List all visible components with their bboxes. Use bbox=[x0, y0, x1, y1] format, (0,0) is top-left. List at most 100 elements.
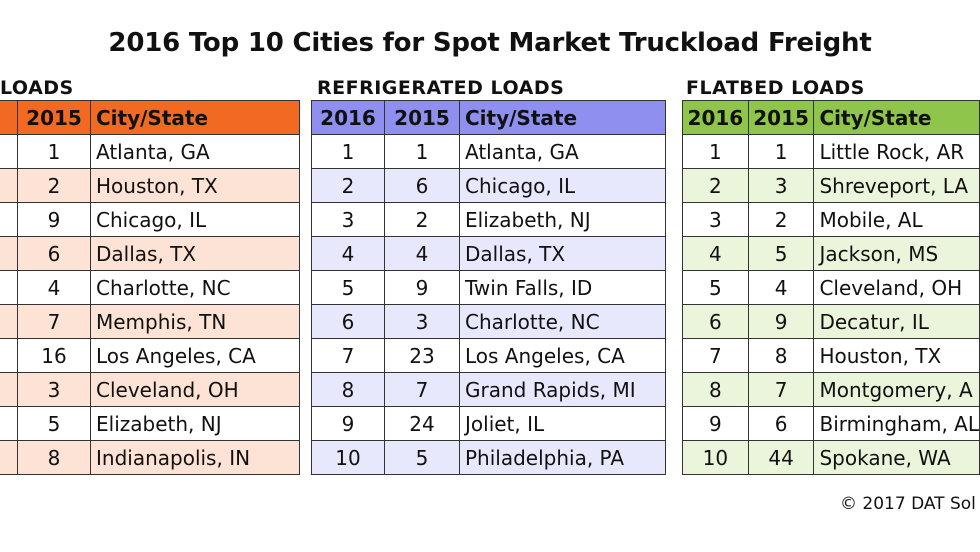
rank-2015-cell: 5 bbox=[17, 406, 91, 441]
rank-2016-cell: 8 bbox=[311, 372, 385, 407]
rank-2016-cell: 7 bbox=[311, 338, 385, 373]
city-state-cell: Mobile, AL bbox=[813, 202, 980, 237]
table-header-row: 2016 2015 City/State bbox=[682, 100, 980, 135]
table-row: 5 9 Twin Falls, ID bbox=[311, 270, 666, 305]
col-header-2015: 2015 bbox=[747, 100, 815, 135]
city-state-cell: Philadelphia, PA bbox=[459, 440, 666, 475]
rank-2016-cell: 10 bbox=[311, 440, 385, 475]
rank-2016-cell bbox=[0, 304, 18, 339]
rank-2016-cell: 5 bbox=[311, 270, 385, 305]
rank-2016-cell: 1 bbox=[682, 134, 749, 169]
rank-2015-cell: 9 bbox=[384, 270, 460, 305]
rank-2016-cell: 9 bbox=[311, 406, 385, 441]
city-state-cell: Los Angeles, CA bbox=[459, 338, 666, 373]
city-state-cell: Atlanta, GA bbox=[459, 134, 666, 169]
rank-2015-cell: 1 bbox=[747, 134, 815, 169]
col-header-2016: 2016 bbox=[311, 100, 385, 135]
table-row: 9 Chicago, IL bbox=[0, 202, 300, 237]
table-row: 1 1 Atlanta, GA bbox=[311, 134, 666, 169]
table-header-row: 2016 2015 City/State bbox=[311, 100, 666, 135]
city-state-cell: Atlanta, GA bbox=[90, 134, 300, 169]
table-row: 8 7 Montgomery, A bbox=[682, 372, 980, 407]
rank-2015-cell: 4 bbox=[747, 270, 815, 305]
city-state-cell: Shreveport, LA bbox=[813, 168, 980, 203]
table-row: 2 3 Shreveport, LA bbox=[682, 168, 980, 203]
table-row: 6 Dallas, TX bbox=[0, 236, 300, 271]
rank-2015-cell: 7 bbox=[384, 372, 460, 407]
city-state-cell: Jackson, MS bbox=[813, 236, 980, 271]
flatbed-table: 2016 2015 City/State 1 1 Little Rock, AR 2 3… bbox=[682, 100, 980, 475]
city-state-cell: Cleveland, OH bbox=[90, 372, 300, 407]
rank-2015-cell: 8 bbox=[747, 338, 815, 373]
city-state-cell: Houston, TX bbox=[813, 338, 980, 373]
rank-2015-cell: 4 bbox=[17, 270, 91, 305]
rank-2015-cell: 5 bbox=[384, 440, 460, 475]
rank-2016-cell: 6 bbox=[682, 304, 749, 339]
city-state-cell: Decatur, IL bbox=[813, 304, 980, 339]
rank-2015-cell: 44 bbox=[747, 440, 815, 475]
rank-2016-cell: 4 bbox=[682, 236, 749, 271]
rank-2016-cell: 2 bbox=[311, 168, 385, 203]
table-row: 1 1 Little Rock, AR bbox=[682, 134, 980, 169]
table-row: 2 6 Chicago, IL bbox=[311, 168, 666, 203]
flatbed-label: FLATBED LOADS bbox=[686, 77, 865, 99]
table-row: 7 Memphis, TN bbox=[0, 304, 300, 339]
city-state-cell: Chicago, IL bbox=[459, 168, 666, 203]
city-state-cell: Chicago, IL bbox=[90, 202, 300, 237]
rank-2016-cell: 4 bbox=[311, 236, 385, 271]
copyright-credit: © 2017 DAT Sol bbox=[840, 494, 976, 514]
rank-2016-cell: 3 bbox=[311, 202, 385, 237]
col-header-city: City/State bbox=[459, 100, 666, 135]
flatbed-section: FLATBED LOADS 2016 2015 City/State 1 1 Lit… bbox=[682, 76, 980, 475]
rank-2016-cell: 6 bbox=[311, 304, 385, 339]
rank-2015-cell: 9 bbox=[17, 202, 91, 237]
city-state-cell: Little Rock, AR bbox=[813, 134, 980, 169]
rank-2016-cell: 1 bbox=[311, 134, 385, 169]
city-state-cell: Montgomery, A bbox=[813, 372, 980, 407]
rank-2015-cell: 23 bbox=[384, 338, 460, 373]
rank-2015-cell: 2 bbox=[747, 202, 815, 237]
table-row: 3 2 Elizabeth, NJ bbox=[311, 202, 666, 237]
table-row: 9 24 Joliet, IL bbox=[311, 406, 666, 441]
table-row: 5 4 Cleveland, OH bbox=[682, 270, 980, 305]
rank-2015-cell: 1 bbox=[17, 134, 91, 169]
city-state-cell: Dallas, TX bbox=[459, 236, 666, 271]
table-row: 5 Elizabeth, NJ bbox=[0, 406, 300, 441]
dry-van-rows: 1 Atlanta, GA 2 Houston, TX 9 Chicago, IL 6 Dal… bbox=[0, 134, 300, 475]
city-state-cell: Elizabeth, NJ bbox=[459, 202, 666, 237]
rank-2015-cell: 8 bbox=[17, 440, 91, 475]
rank-2016-cell bbox=[0, 270, 18, 305]
flatbed-rows: 1 1 Little Rock, AR 2 3 Shreveport, LA 3 2 Mobil… bbox=[682, 134, 980, 475]
city-state-cell: Indianapolis, IN bbox=[90, 440, 300, 475]
col-header-2015: 2015 bbox=[384, 100, 460, 135]
rank-2016-cell bbox=[0, 202, 18, 237]
rank-2015-cell: 7 bbox=[17, 304, 91, 339]
table-row: 1 Atlanta, GA bbox=[0, 134, 300, 169]
rank-2015-cell: 6 bbox=[384, 168, 460, 203]
table-row: 7 23 Los Angeles, CA bbox=[311, 338, 666, 373]
table-row: 10 44 Spokane, WA bbox=[682, 440, 980, 475]
rank-2015-cell: 3 bbox=[747, 168, 815, 203]
refrigerated-rows: 1 1 Atlanta, GA 2 6 Chicago, IL 3 2 Elizabeth, N… bbox=[311, 134, 666, 475]
rank-2015-cell: 3 bbox=[384, 304, 460, 339]
rank-2015-cell: 6 bbox=[17, 236, 91, 271]
table-row: 6 3 Charlotte, NC bbox=[311, 304, 666, 339]
table-header-row: 6 2015 City/State bbox=[0, 100, 300, 135]
rank-2016-cell bbox=[0, 236, 18, 271]
city-state-cell: Elizabeth, NJ bbox=[90, 406, 300, 441]
table-row: 8 Indianapolis, IN bbox=[0, 440, 300, 475]
table-row: 6 9 Decatur, IL bbox=[682, 304, 980, 339]
rank-2015-cell: 24 bbox=[384, 406, 460, 441]
rank-2016-cell: 3 bbox=[682, 202, 749, 237]
col-header-city: City/State bbox=[813, 100, 980, 135]
refrigerated-table: 2016 2015 City/State 1 1 Atlanta, GA 2 6 Chic… bbox=[311, 100, 666, 475]
rank-2016-cell: 2 bbox=[682, 168, 749, 203]
city-state-cell: Los Angeles, CA bbox=[90, 338, 300, 373]
rank-2015-cell: 4 bbox=[384, 236, 460, 271]
rank-2015-cell: 3 bbox=[17, 372, 91, 407]
table-row: 9 6 Birmingham, AL bbox=[682, 406, 980, 441]
rank-2015-cell: 5 bbox=[747, 236, 815, 271]
table-row: 8 7 Grand Rapids, MI bbox=[311, 372, 666, 407]
rank-2016-cell bbox=[0, 134, 18, 169]
